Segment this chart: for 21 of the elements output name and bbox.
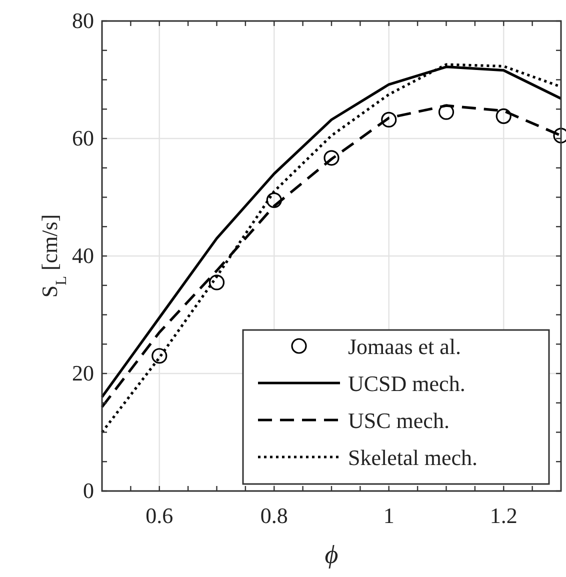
x-tick-label: 0.6 [146, 503, 174, 528]
point [381, 112, 397, 128]
y-tick-label: 40 [72, 243, 94, 268]
y-tick-label: 0 [83, 478, 94, 503]
x-tick-label: 1.2 [490, 503, 518, 528]
point [324, 150, 340, 166]
point [208, 274, 225, 290]
y-tick-label: 60 [72, 126, 94, 150]
legend-label: UCSD mech. [348, 371, 466, 396]
x-tick-label: 0.8 [260, 503, 288, 528]
legend-label: USC mech. [348, 408, 450, 433]
x-axis-title: ϕ [324, 540, 338, 569]
point [266, 192, 282, 208]
legend-label: Skeletal mech. [348, 445, 478, 470]
legend-label: Jomaas et al. [348, 334, 462, 359]
y-tick-label: 80 [72, 8, 94, 33]
x-tick-label: 1 [383, 503, 394, 528]
point [496, 108, 512, 124]
point [152, 348, 168, 364]
y-tick-label: 20 [72, 360, 94, 386]
point [438, 104, 454, 120]
